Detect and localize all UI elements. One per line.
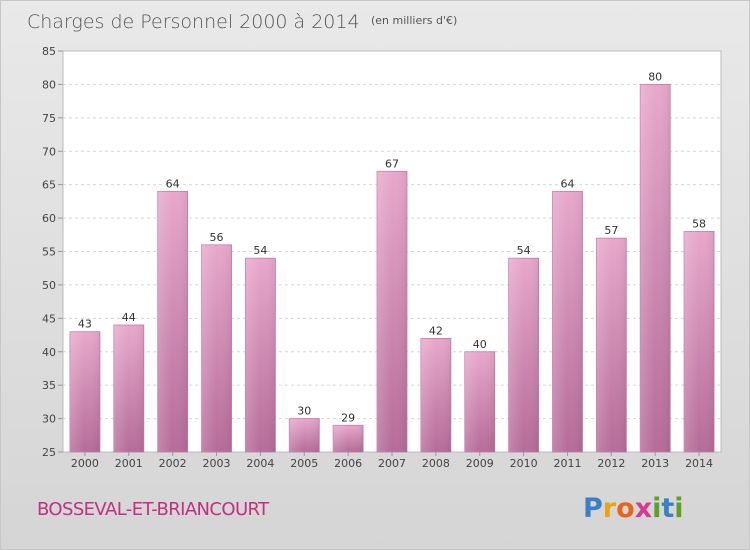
y-tick-label: 50 [42, 279, 56, 292]
bar-2003 [201, 244, 232, 453]
bar-2004 [244, 257, 276, 453]
commune-name: BOSSEVAL-ET-BRIANCOURT [37, 499, 270, 520]
logo-letter: t [661, 493, 674, 524]
x-tick-label: 2000 [71, 457, 99, 470]
data-label: 30 [297, 405, 311, 418]
bar-2002 [157, 190, 189, 453]
bar-2000 [69, 331, 101, 453]
data-label: 80 [648, 70, 662, 83]
y-tick-label: 35 [42, 379, 56, 392]
bar-shine [508, 258, 539, 452]
logo-letter: P [583, 493, 603, 524]
y-tick-label: 80 [42, 78, 56, 91]
x-tick-label: 2001 [115, 457, 143, 470]
y-tick-label: 30 [42, 413, 56, 426]
bar-2014 [683, 231, 715, 453]
y-tick-label: 65 [42, 179, 56, 192]
y-tick-label: 60 [42, 212, 56, 225]
bar-shine [113, 325, 144, 452]
data-label: 56 [210, 231, 224, 244]
data-label: 64 [166, 177, 180, 190]
bar-shine [333, 425, 364, 452]
bar-shine [552, 191, 583, 452]
bar-shine [289, 418, 320, 452]
data-label: 43 [78, 318, 92, 331]
bar-2001 [113, 324, 145, 453]
x-tick-label: 2004 [246, 457, 274, 470]
x-tick-label: 2011 [553, 457, 581, 470]
chart-subtitle: (en milliers d'€) [371, 14, 457, 27]
bar-shine [596, 238, 627, 452]
x-tick-label: 2006 [334, 457, 362, 470]
x-tick-label: 2005 [290, 457, 318, 470]
bar-2005 [288, 418, 320, 453]
x-tick-label: 2003 [203, 457, 231, 470]
logo-letter: x [635, 493, 652, 524]
bar-shine [640, 84, 671, 453]
bar-2009 [464, 351, 496, 453]
bar-2010 [508, 257, 540, 453]
bar-2011 [552, 190, 583, 453]
logo-letter: i [652, 493, 661, 524]
logo-text: Proxiti [583, 493, 684, 524]
logo-letter: r [603, 493, 617, 524]
proxiti-logo: Proxiti [583, 493, 684, 524]
data-label: 40 [473, 338, 487, 351]
bar-2013 [639, 84, 671, 453]
data-label: 44 [122, 311, 136, 324]
y-tick-label: 25 [42, 446, 56, 459]
bar-shine [464, 351, 495, 452]
x-tick-label: 2012 [597, 457, 625, 470]
y-tick-label: 55 [42, 246, 56, 259]
bar-shine [377, 171, 407, 453]
data-label: 54 [253, 244, 267, 257]
bar-shine [69, 331, 100, 452]
bar-shine [420, 338, 451, 452]
bar-shine [201, 244, 232, 452]
y-tick-label: 85 [42, 45, 56, 58]
x-tick-label: 2014 [685, 457, 713, 470]
chart-title: Charges de Personnel 2000 à 2014 [27, 11, 360, 33]
x-tick-label: 2007 [378, 457, 406, 470]
x-tick-label: 2008 [422, 457, 450, 470]
data-label: 54 [517, 244, 531, 257]
data-label: 58 [692, 217, 706, 230]
logo-letter: o [616, 493, 635, 524]
bar-shine [245, 258, 276, 452]
x-tick-label: 2002 [159, 457, 187, 470]
x-tick-label: 2013 [641, 457, 669, 470]
bar-2008 [420, 337, 452, 453]
data-label: 29 [341, 411, 355, 424]
bar-2012 [595, 237, 627, 453]
bar-2007 [376, 170, 408, 453]
y-tick-label: 45 [42, 312, 56, 325]
data-label: 57 [604, 224, 618, 237]
y-tick-label: 75 [42, 112, 56, 125]
bar-2006 [332, 424, 364, 453]
logo-letter: i [674, 493, 683, 524]
data-label: 64 [560, 177, 574, 190]
data-label: 42 [429, 324, 443, 337]
x-tick-label: 2009 [466, 457, 494, 470]
bar-shine [157, 191, 188, 452]
y-tick-label: 70 [42, 145, 56, 158]
bar-shine [684, 231, 715, 452]
x-tick-label: 2010 [510, 457, 538, 470]
data-label: 67 [385, 157, 399, 170]
y-tick-label: 40 [42, 346, 56, 359]
